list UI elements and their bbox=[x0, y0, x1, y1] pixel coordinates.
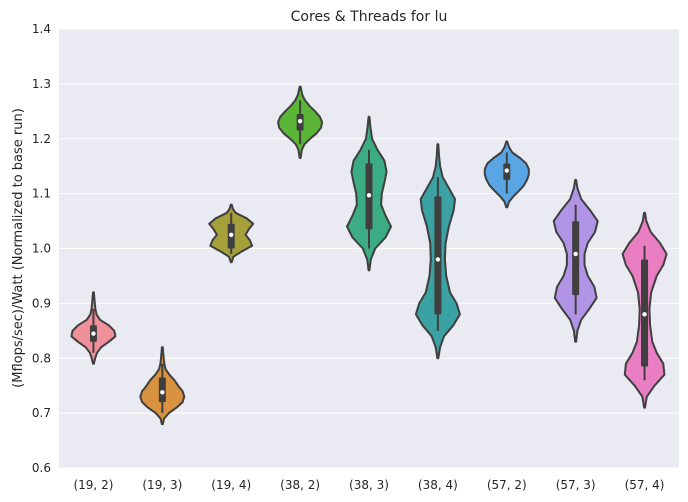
y-tick-labels: 0.6 0.7 0.8 0.9 1.0 1.1 1.2 1.3 1.4 bbox=[32, 22, 51, 475]
y-tick-label: 1.3 bbox=[32, 77, 51, 91]
violin-5 bbox=[414, 143, 461, 360]
violin-3 bbox=[277, 85, 324, 159]
y-tick-label: 0.9 bbox=[32, 296, 51, 310]
violin-median bbox=[229, 232, 234, 237]
x-tick-label: (38, 2) bbox=[280, 478, 320, 492]
violin-1 bbox=[139, 346, 186, 426]
x-tick-label: (38, 3) bbox=[349, 478, 389, 492]
violins bbox=[70, 85, 668, 426]
violin-8 bbox=[621, 211, 668, 409]
violin-iqr-box bbox=[158, 377, 166, 403]
y-tick-label: 0.8 bbox=[32, 351, 51, 365]
x-tick-label: (19, 3) bbox=[142, 478, 182, 492]
x-tick-label: (57, 2) bbox=[487, 478, 527, 492]
violin-median bbox=[366, 193, 372, 198]
violin-6 bbox=[483, 140, 530, 209]
x-tick-labels: (19, 2) (19, 3) (19, 4) (38, 2) (38, 3) (38, … bbox=[73, 478, 664, 492]
x-tick-label: (38, 4) bbox=[418, 478, 458, 492]
x-tick-label: (57, 3) bbox=[556, 478, 596, 492]
violin-7 bbox=[552, 178, 599, 343]
violin-median bbox=[504, 168, 509, 173]
violin-median bbox=[642, 312, 647, 317]
y-tick-label: 0.6 bbox=[32, 461, 51, 475]
violin-4 bbox=[346, 115, 392, 272]
violin-median bbox=[160, 390, 165, 395]
y-tick-label: 1.2 bbox=[32, 132, 51, 146]
violin-2 bbox=[208, 203, 255, 264]
y-tick-label: 1.4 bbox=[32, 22, 51, 36]
y-tick-label: 0.7 bbox=[32, 406, 51, 420]
violin-iqr-box bbox=[434, 196, 442, 315]
x-tick-label: (57, 4) bbox=[625, 478, 665, 492]
y-tick-label: 1.1 bbox=[32, 187, 51, 201]
violin-iqr-box bbox=[572, 221, 580, 296]
violin-median bbox=[91, 331, 96, 336]
x-tick-label: (19, 4) bbox=[211, 478, 251, 492]
chart-title: Cores & Threads for lu bbox=[291, 9, 448, 25]
violin-median bbox=[435, 257, 441, 262]
violin-0 bbox=[70, 291, 117, 365]
x-tick-label: (19, 2) bbox=[73, 478, 113, 492]
y-tick-label: 1.0 bbox=[32, 242, 51, 256]
violin-median bbox=[573, 251, 578, 257]
y-axis-label: (Mflops/sec)/Watt (Normalized to base ru… bbox=[11, 108, 26, 388]
violin-median bbox=[297, 118, 303, 124]
